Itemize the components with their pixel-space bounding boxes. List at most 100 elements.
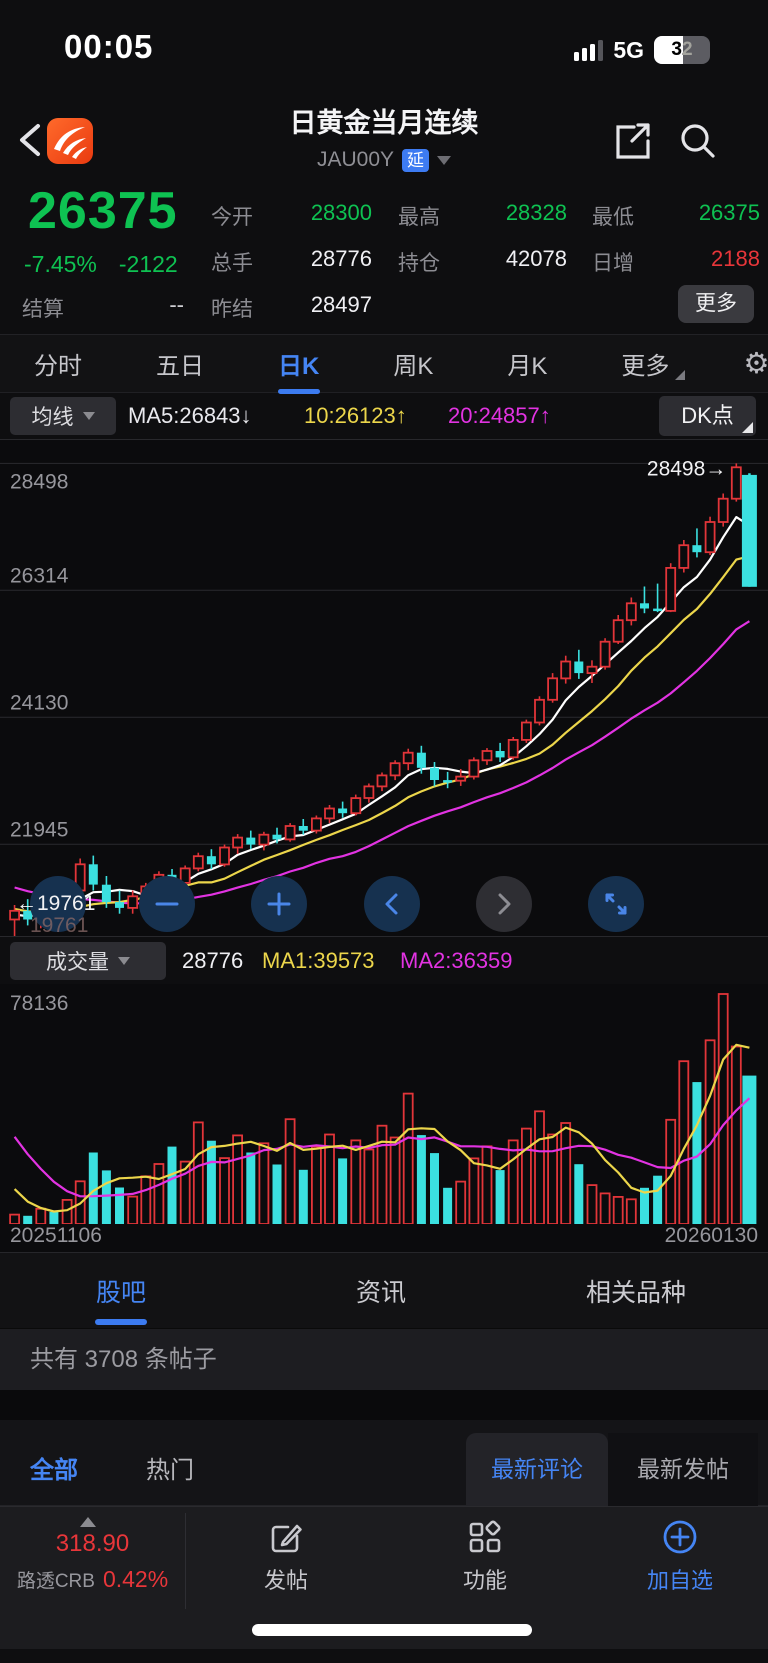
chart-plus-button[interactable] [251, 876, 307, 932]
svg-text:24130: 24130 [10, 691, 68, 714]
daily-increase-label: 日增 [592, 252, 634, 275]
settle-value: -- [169, 292, 184, 317]
volume-ma1-value: MA1:39573 [262, 948, 375, 973]
instrument-code: JAU00Y [316, 148, 395, 171]
code-dropdown-icon[interactable] [437, 155, 452, 165]
filter-hot-tab[interactable]: 热门 [146, 1457, 194, 1484]
battery-icon: 32 [654, 36, 710, 64]
dk-corner-icon [742, 422, 753, 433]
chart-chevron-left-button[interactable] [364, 876, 420, 932]
toolbar-item-label: 加自选 [646, 1568, 713, 1593]
period-tab-月K[interactable]: 月K [507, 353, 548, 380]
back-button[interactable] [12, 113, 52, 167]
x-axis-end-date: 20260130 [664, 1224, 758, 1247]
edit-icon [238, 1517, 334, 1557]
svg-text:28498: 28498 [10, 470, 68, 493]
network-type-label: 5G [613, 36, 644, 63]
open-label: 今开 [211, 206, 253, 229]
toolbar-item-加自选[interactable]: 加自选 [632, 1517, 728, 1595]
change-value: -2122 [118, 251, 178, 277]
period-tab-周K[interactable]: 周K [393, 353, 434, 380]
open-interest-label: 持仓 [398, 252, 440, 275]
index-ticker[interactable]: 318.90 路透CRB 0.42% [0, 1513, 186, 1609]
period-tab-更多[interactable]: 更多 [621, 346, 686, 381]
ma10-value: 10:26123↑ [304, 403, 407, 428]
volume-chart[interactable]: 78136 20251106 20260130 [0, 984, 768, 1252]
chart-blank-button[interactable] [30, 876, 86, 932]
last-price: 26375 [28, 182, 178, 240]
nav-header: 日黄金当月连续 JAU00Y 延 [0, 95, 768, 185]
low-value: 26375 [698, 200, 760, 225]
volume-label: 总手 [211, 252, 253, 275]
ma-selector-label: 均线 [31, 406, 74, 429]
posts-count-bar: 共有 3708 条帖子 [0, 1328, 768, 1390]
settle-label: 结算 [22, 298, 64, 321]
ma5-value: MA5:26843↓ [128, 403, 252, 428]
chart-chevron-right-button[interactable] [476, 876, 532, 932]
forum-filter-bar: 全部 热门 最新评论 最新发帖 [0, 1420, 768, 1506]
quote-panel: 26375 -7.45% -2122 今开 28300 最高 28328 最低 … [0, 182, 768, 335]
period-tab-五日[interactable]: 五日 [156, 353, 204, 380]
status-time: 00:05 [64, 28, 154, 65]
chart-expand-button[interactable] [588, 876, 644, 932]
content-tab-股吧[interactable]: 股吧 [96, 1273, 146, 1309]
delayed-badge: 延 [402, 148, 430, 172]
dk-point-button[interactable]: DK点 [659, 396, 756, 436]
chart-zoom-controls [0, 876, 768, 932]
dropdown-arrow-icon [118, 957, 130, 965]
posts-count-text: 共有 3708 条帖子 [30, 1346, 217, 1373]
low-axis-label: 19761 [30, 914, 89, 937]
content-tab-相关品种[interactable]: 相关品种 [586, 1278, 687, 1307]
battery-percent: 32 [671, 39, 693, 60]
volume-selector-dropdown[interactable]: 成交量 [10, 942, 166, 980]
period-tab-分时[interactable]: 分时 [34, 353, 82, 380]
svg-text:26314: 26314 [10, 564, 69, 587]
more-corner-icon [675, 370, 686, 380]
more-button[interactable]: 更多 [678, 285, 754, 323]
period-tab-bar: 分时 五日 日K 周K 月K 更多 ⚙ [0, 335, 768, 393]
chart-settings-gear-icon[interactable]: ⚙ [743, 348, 768, 380]
sort-latest-posts-tab[interactable]: 最新发帖 [608, 1433, 758, 1506]
plus-circle-icon [632, 1517, 728, 1557]
open-value: 28300 [310, 200, 372, 225]
x-axis-start-date: 20251106 [10, 1224, 102, 1247]
ma-indicator-bar: 均线 MA5:26843↓ 10:26123↑ 20:24857↑ DK点 [0, 393, 768, 439]
change-percent: -7.45% [24, 251, 97, 277]
home-indicator[interactable] [252, 1624, 532, 1636]
volume-value: 28776 [310, 246, 372, 271]
toolbar-item-功能[interactable]: 功能 [437, 1517, 533, 1595]
ma20-value: 20:24857↑ [448, 403, 551, 428]
share-icon[interactable] [610, 119, 652, 168]
signal-strength-icon [574, 39, 604, 61]
dk-point-label: DK点 [681, 403, 734, 428]
toolbar-item-label: 功能 [462, 1568, 507, 1593]
ma-selector-dropdown[interactable]: 均线 [10, 397, 116, 435]
app-logo-icon[interactable] [46, 117, 94, 165]
index-value: 318.90 [55, 1530, 130, 1557]
content-tab-资讯[interactable]: 资讯 [356, 1278, 407, 1307]
open-interest-value: 42078 [505, 246, 567, 271]
status-bar: 00:05 5G 32 [0, 0, 768, 95]
filter-all-tab[interactable]: 全部 [30, 1457, 78, 1484]
candlestick-chart[interactable]: 28498 26314 24130 21945 28498→ ←19761 19761 [0, 439, 768, 937]
toolbar-item-label: 发帖 [263, 1568, 308, 1593]
chart-minus-button[interactable] [139, 876, 195, 932]
section-gap [0, 1390, 768, 1420]
index-name: 路透CRB [16, 1571, 95, 1592]
grid-icon [437, 1517, 533, 1557]
period-tab-日K[interactable]: 日K [278, 346, 319, 381]
volume-current-value: 28776 [182, 948, 244, 973]
sort-latest-comments-tab[interactable]: 最新评论 [466, 1433, 608, 1506]
svg-text:21945: 21945 [10, 818, 68, 841]
bottom-toolbar: 318.90 路透CRB 0.42% 发帖 功能 加自选 [0, 1506, 768, 1649]
prev-settle-label: 昨结 [211, 298, 253, 321]
high-label: 最高 [398, 206, 440, 229]
search-icon[interactable] [676, 119, 720, 168]
toolbar-item-发帖[interactable]: 发帖 [238, 1517, 334, 1595]
up-triangle-icon [80, 1517, 96, 1527]
page-title: 日黄金当月连续 [289, 108, 479, 138]
content-tab-bar: 股吧 资讯 相关品种 [0, 1252, 768, 1328]
volume-selector-label: 成交量 [46, 951, 109, 974]
prev-settle-value: 28497 [310, 292, 372, 317]
